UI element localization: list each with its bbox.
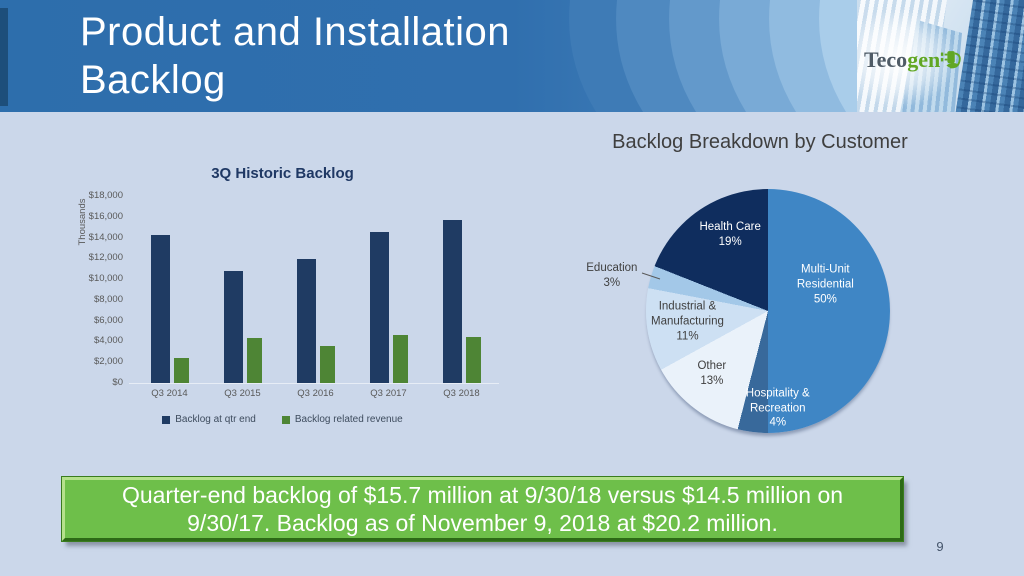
logo-wordmark: Tecogen (864, 47, 964, 73)
bar-revenue (465, 337, 481, 383)
slide-header: Product and Installation Backlog Tecogen (0, 0, 1024, 112)
pie-slice-name: Other (697, 360, 727, 373)
bar-backlog (150, 235, 170, 383)
y-axis-tick-label: $14,000 (88, 231, 123, 243)
legend-label: Backlog at qtr end (175, 414, 256, 425)
pie-slice-percent: 11% (676, 330, 699, 343)
pie-slice-name: Health Care (699, 221, 761, 234)
pie-slice-label: Health Care 19% (680, 220, 780, 250)
bar-backlog (369, 232, 389, 383)
y-axis-tick-label: $8,000 (93, 293, 123, 305)
x-axis-category-label: Q3 2015 (224, 388, 261, 399)
bar-backlog (223, 270, 243, 383)
bar-revenue (392, 335, 408, 383)
bar-chart-legend: Backlog at qtr end Backlog related revenu… (55, 414, 510, 425)
slide-title: Product and Installation Backlog (80, 8, 510, 104)
x-axis-category-label: Q3 2016 (297, 388, 334, 399)
logo-text-green: gen (907, 47, 941, 72)
pie-chart-title: Backlog Breakdown by Customer (612, 131, 908, 153)
education-leader-line (641, 272, 661, 280)
y-axis-tick-label: $16,000 (88, 210, 123, 222)
bar-revenue (173, 358, 189, 383)
legend-item: Backlog related revenue (281, 414, 403, 425)
bar-revenue (246, 338, 262, 383)
legend-item: Backlog at qtr end (162, 414, 256, 425)
pie-slice-name: Hospitality & Recreation (745, 387, 810, 415)
logo-text-dark: Teco (864, 47, 908, 72)
x-axis-category-label: Q3 2014 (151, 388, 188, 399)
y-axis-tick-label: $2,000 (93, 356, 123, 368)
legend-swatch-icon (281, 415, 290, 424)
y-axis-tick-label: $18,000 (88, 190, 123, 201)
pie-slice-label: Industrial & Manufacturing 11% (635, 300, 739, 345)
plug-leaf-icon (941, 51, 961, 69)
pie-slice-percent: 19% (718, 236, 742, 249)
y-axis-tick-label: $10,000 (88, 273, 123, 285)
pie-graphic (646, 189, 890, 433)
x-axis-category-label: Q3 2018 (443, 388, 480, 399)
pie-slice-percent: 4% (769, 417, 787, 430)
pie-slice-name: Industrial & Manufacturing (651, 300, 724, 328)
bar-revenue (319, 345, 335, 383)
pie-slice-percent: 13% (700, 375, 724, 388)
pie-slice-label: Other 13% (677, 360, 747, 390)
logo-highlight (857, 8, 957, 108)
y-axis-tick-label: $4,000 (93, 335, 123, 347)
pie-slice-percent: 50% (813, 293, 837, 306)
pie-slice-name: Education (586, 261, 638, 274)
x-axis-category-label: Q3 2017 (370, 388, 407, 399)
slide-title-line1: Product and Installation (80, 10, 511, 54)
pie-slice-label: Hospitality & Recreation 4% (725, 386, 831, 431)
bar-chart-plot-area (132, 196, 497, 383)
legend-swatch-icon (162, 415, 171, 424)
pie-slice-percent: 3% (603, 276, 621, 289)
summary-callout-box: Quarter-end backlog of $15.7 million at … (61, 476, 904, 542)
y-axis-tick-label: $12,000 (88, 252, 123, 264)
page-number: 9 (936, 539, 944, 554)
bar-backlog (442, 219, 462, 383)
callout-line1: Quarter-end backlog of $15.7 million at … (121, 482, 844, 508)
pie-slice-label: Education 3% (572, 261, 652, 291)
pie-slice-name: Multi-Unit Residential (796, 263, 854, 291)
y-axis-tick-label: $0 (112, 377, 123, 388)
slide-title-line2: Backlog (80, 58, 226, 102)
pie-chart-backlog-breakdown: Multi-Unit Residential 50% Hospitality & R… (586, 189, 890, 433)
bar-backlog (296, 259, 316, 383)
bar-chart-baseline (129, 383, 499, 384)
callout-line2: 9/30/17. Backlog as of November 9, 2018 … (187, 510, 778, 536)
bar-chart-historic-backlog: 3Q Historic Backlog Thousands $0 $2,000 $4… (55, 156, 510, 446)
header-accent-strip (0, 8, 8, 106)
bar-chart-y-axis-label: Thousands (77, 198, 88, 246)
pie-slice-label: Multi-Unit Residential 50% (777, 263, 873, 308)
bar-chart-title: 3Q Historic Backlog (211, 165, 354, 182)
legend-label: Backlog related revenue (294, 414, 403, 425)
tecogen-logo: Tecogen (857, 0, 1024, 112)
y-axis-tick-label: $6,000 (93, 314, 123, 326)
